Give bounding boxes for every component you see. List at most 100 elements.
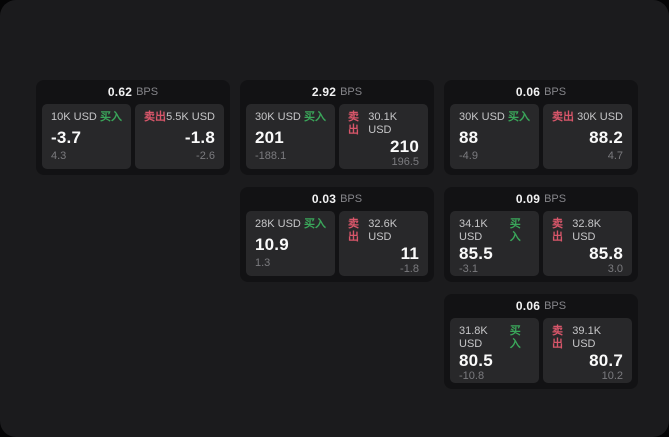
card-header: 0.62 BPS bbox=[36, 80, 230, 104]
buy-price: 10.9 bbox=[255, 234, 289, 254]
card-body: 31.8K USD 买入 80.5 -10.8 卖出 39.1K USD 80.7 10.2 bbox=[444, 318, 638, 389]
buy-panel-top-row: 30K USD 买入 bbox=[459, 111, 530, 124]
buy-notional-amount: 10K USD bbox=[51, 111, 97, 123]
buy-notional-amount: 30K USD bbox=[459, 111, 505, 123]
buy-delta: -10.8 bbox=[459, 370, 485, 382]
quote-card: 0.06 BPS 31.8K USD 买入 80.5 -10.8 卖出 39.1K USD 80… bbox=[444, 294, 638, 389]
sell-delta: 3.0 bbox=[607, 263, 623, 275]
bps-unit-label: BPS bbox=[136, 86, 159, 98]
bps-value: 0.06 bbox=[515, 85, 541, 99]
buy-notional-amount: 34.1K USD bbox=[459, 218, 488, 243]
buy-price: 201 bbox=[255, 127, 284, 147]
card-body: 34.1K USD 买入 85.5 -3.1 卖出 32.8K USD 85.8 3.0 bbox=[444, 211, 638, 282]
sell-side-label: 卖出 bbox=[552, 218, 563, 243]
card-body: 10K USD 买入 -3.7 4.3 卖出 5.5K USD -1.8 -2.6 bbox=[36, 104, 230, 175]
sell-delta: 10.2 bbox=[601, 370, 623, 382]
buy-panel[interactable]: 28K USD 买入 10.9 1.3 bbox=[246, 211, 335, 276]
sell-panel-top-row: 卖出 30.1K USD bbox=[348, 111, 419, 137]
buy-price: 85.5 bbox=[459, 244, 493, 263]
card-body: 28K USD 买入 10.9 1.3 卖出 32.6K USD 11 -1.8 bbox=[240, 211, 434, 282]
sell-price: -1.8 bbox=[184, 127, 215, 147]
buy-panel[interactable]: 34.1K USD 买入 85.5 -3.1 bbox=[450, 211, 539, 276]
buy-panel[interactable]: 30K USD 买入 88 -4.9 bbox=[450, 104, 539, 169]
buy-delta: 1.3 bbox=[255, 257, 271, 269]
bps-value: 0.09 bbox=[515, 192, 541, 206]
buy-panel-top-row: 34.1K USD 买入 bbox=[459, 218, 530, 244]
buy-price: -3.7 bbox=[51, 127, 82, 147]
sell-price: 210 bbox=[390, 137, 419, 156]
buy-panel-top-row: 31.8K USD 买入 bbox=[459, 325, 530, 351]
bps-value: 0.62 bbox=[107, 85, 133, 99]
card-header: 0.03 BPS bbox=[240, 187, 434, 211]
card-header: 0.06 BPS bbox=[444, 80, 638, 104]
buy-side-label: 买入 bbox=[304, 111, 326, 123]
buy-panel-top-row: 30K USD 买入 bbox=[255, 111, 326, 124]
buy-notional-amount: 28K USD bbox=[255, 218, 301, 230]
sell-panel[interactable]: 卖出 5.5K USD -1.8 -2.6 bbox=[135, 104, 224, 169]
sell-price: 85.8 bbox=[589, 244, 623, 263]
sell-side-label: 卖出 bbox=[144, 111, 166, 123]
card-body: 30K USD 买入 88 -4.9 卖出 30K USD 88.2 4.7 bbox=[444, 104, 638, 175]
sell-panel[interactable]: 卖出 30K USD 88.2 4.7 bbox=[543, 104, 632, 169]
bps-unit-label: BPS bbox=[544, 193, 567, 205]
sell-side-label: 卖出 bbox=[552, 325, 563, 350]
buy-side-label: 买入 bbox=[508, 111, 530, 123]
buy-delta: -188.1 bbox=[255, 150, 287, 162]
buy-panel-top-row: 28K USD 买入 bbox=[255, 218, 326, 231]
sell-price: 88.2 bbox=[589, 127, 623, 147]
sell-side-label: 卖出 bbox=[348, 218, 359, 243]
sell-delta: -2.6 bbox=[196, 150, 215, 162]
sell-delta: 196.5 bbox=[391, 156, 419, 168]
sell-notional-amount: 30K USD bbox=[577, 111, 623, 123]
buy-notional-amount: 30K USD bbox=[255, 111, 301, 123]
sell-side-label: 卖出 bbox=[552, 111, 574, 123]
buy-price: 80.5 bbox=[459, 351, 493, 370]
bps-unit-label: BPS bbox=[544, 300, 567, 312]
sell-panel-top-row: 卖出 30K USD bbox=[552, 111, 623, 124]
sell-price: 11 bbox=[400, 244, 419, 263]
sell-delta: 4.7 bbox=[607, 150, 623, 162]
bps-value: 0.06 bbox=[515, 299, 541, 313]
sell-panel[interactable]: 卖出 39.1K USD 80.7 10.2 bbox=[543, 318, 632, 383]
buy-panel[interactable]: 31.8K USD 买入 80.5 -10.8 bbox=[450, 318, 539, 383]
sell-notional-amount: 39.1K USD bbox=[572, 325, 602, 350]
sell-price: 80.7 bbox=[589, 351, 623, 370]
buy-notional-amount: 31.8K USD bbox=[459, 325, 488, 350]
buy-price: 88 bbox=[459, 127, 479, 147]
sell-notional-amount: 5.5K USD bbox=[166, 111, 215, 123]
sell-notional-amount: 30.1K USD bbox=[368, 111, 398, 136]
sell-panel-top-row: 卖出 32.8K USD bbox=[552, 218, 623, 244]
quote-card: 0.09 BPS 34.1K USD 买入 85.5 -3.1 卖出 32.8K USD 85.… bbox=[444, 187, 638, 282]
bps-unit-label: BPS bbox=[340, 86, 363, 98]
card-header: 0.09 BPS bbox=[444, 187, 638, 211]
buy-delta: -4.9 bbox=[459, 150, 478, 162]
card-header: 0.06 BPS bbox=[444, 294, 638, 318]
sell-panel-top-row: 卖出 5.5K USD bbox=[144, 111, 215, 124]
sell-panel[interactable]: 卖出 32.8K USD 85.8 3.0 bbox=[543, 211, 632, 276]
buy-panel[interactable]: 10K USD 买入 -3.7 4.3 bbox=[42, 104, 131, 169]
bps-value: 2.92 bbox=[311, 85, 337, 99]
buy-side-label: 买入 bbox=[509, 218, 521, 243]
card-body: 30K USD 买入 201 -188.1 卖出 30.1K USD 210 196.5 bbox=[240, 104, 434, 175]
sell-delta: -1.8 bbox=[400, 263, 419, 275]
buy-panel[interactable]: 30K USD 买入 201 -188.1 bbox=[246, 104, 335, 169]
buy-panel-top-row: 10K USD 买入 bbox=[51, 111, 122, 124]
quote-card: 0.03 BPS 28K USD 买入 10.9 1.3 卖出 32.6K USD 11 -1.8 bbox=[240, 187, 434, 282]
buy-side-label: 买入 bbox=[100, 111, 122, 123]
sell-panel-top-row: 卖出 32.6K USD bbox=[348, 218, 419, 244]
buy-delta: -3.1 bbox=[459, 263, 478, 275]
bps-value: 0.03 bbox=[311, 192, 337, 206]
quote-card: 2.92 BPS 30K USD 买入 201 -188.1 卖出 30.1K USD 210 1… bbox=[240, 80, 434, 175]
sell-panel[interactable]: 卖出 32.6K USD 11 -1.8 bbox=[339, 211, 428, 276]
quote-card: 0.62 BPS 10K USD 买入 -3.7 4.3 卖出 5.5K USD -1.8 -2.… bbox=[36, 80, 230, 175]
sell-panel-top-row: 卖出 39.1K USD bbox=[552, 325, 623, 351]
sell-side-label: 卖出 bbox=[348, 111, 359, 136]
bps-unit-label: BPS bbox=[340, 193, 363, 205]
bps-unit-label: BPS bbox=[544, 86, 567, 98]
buy-delta: 4.3 bbox=[51, 150, 67, 162]
buy-side-label: 买入 bbox=[304, 218, 326, 230]
quote-card: 0.06 BPS 30K USD 买入 88 -4.9 卖出 30K USD 88.2 4.7 bbox=[444, 80, 638, 175]
sell-panel[interactable]: 卖出 30.1K USD 210 196.5 bbox=[339, 104, 428, 169]
sell-notional-amount: 32.8K USD bbox=[572, 218, 602, 243]
